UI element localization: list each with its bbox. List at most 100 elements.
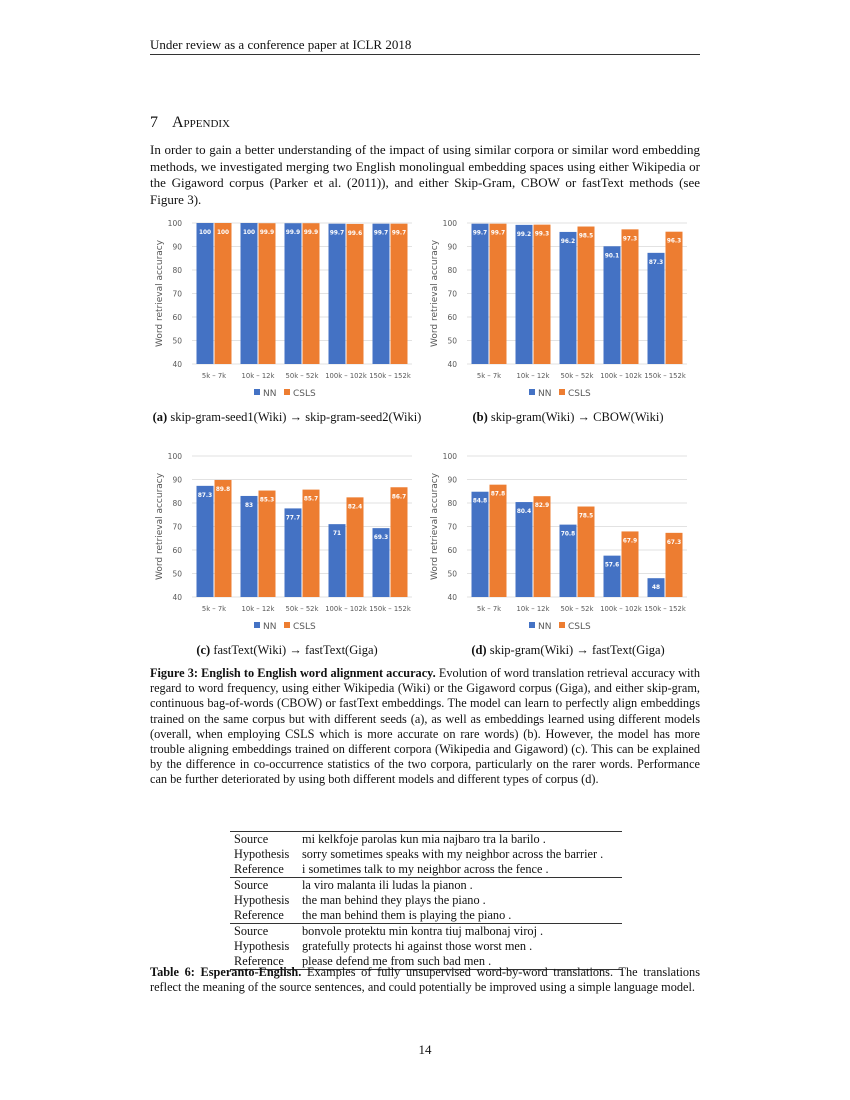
subcaption-d: (d) skip-gram(Wiki) → fastText(Giga) — [471, 643, 665, 657]
bar-nn — [471, 491, 489, 597]
data-label: 99.7 — [491, 231, 505, 237]
y-tick-label: 70 — [447, 523, 457, 532]
row-type-cell: Hypothesis — [234, 893, 290, 907]
bar-csls — [533, 496, 551, 597]
x-tick-label: 50k – 52k — [286, 605, 319, 613]
y-tick-label: 50 — [447, 570, 457, 579]
bar-nn — [372, 528, 390, 597]
chart-d: 40 50 60 70 80 90 100 Word retrieval accuracy 84… — [430, 452, 687, 632]
subcaption-c: (c) fastText(Wiki) → fastText(Giga) — [196, 643, 378, 657]
x-tick-label: 5k – 7k — [202, 605, 226, 613]
data-label: 99.2 — [517, 232, 531, 238]
row-type-cell: Reference — [234, 862, 284, 876]
bar-nn — [515, 502, 533, 597]
y-tick-label: 60 — [447, 313, 457, 322]
y-axis-label: Word retrieval accuracy — [430, 239, 440, 347]
y-tick-label: 100 — [168, 452, 183, 461]
bar-nn — [328, 524, 346, 597]
y-tick-label: 70 — [447, 290, 457, 299]
table-row: Source la viro malanta ili ludas la piano… — [230, 877, 622, 893]
table-caption: Table 6: Esperanto-English. Examples of … — [150, 965, 700, 995]
data-label: 100 — [243, 230, 255, 236]
sentence-cell: the man behind them is playing the piano… — [302, 908, 512, 922]
bar-nn — [471, 223, 489, 364]
row-type-cell: Source — [230, 877, 299, 893]
data-label: 57.6 — [605, 563, 619, 569]
section-title: Appendix — [172, 114, 231, 131]
x-tick-label: 5k – 7k — [202, 372, 226, 380]
table-row: Reference please defend me from such bad … — [230, 954, 622, 970]
x-tick-label: 100k – 102k — [600, 372, 642, 380]
subcaption-a: (a) skip-gram-seed1(Wiki) → skip-gram-se… — [152, 410, 422, 424]
legend-swatch-nn — [529, 389, 535, 395]
y-tick-label: 80 — [447, 266, 457, 275]
bar-nn — [603, 555, 621, 597]
intro-paragraph: In order to gain a better understanding … — [150, 142, 700, 207]
chart-c: 40 50 60 70 80 90 100 Word retrieval accuracy 87… — [155, 452, 412, 632]
sentence-cell: please defend me from such bad men . — [298, 954, 622, 970]
bar-csls — [346, 223, 364, 364]
y-tick-label: 100 — [443, 219, 458, 228]
y-tick-label: 50 — [172, 570, 182, 579]
bar-csls — [390, 223, 408, 364]
sentence-cell: the man behind they plays the piano . — [302, 893, 486, 907]
legend-label: CSLS — [293, 622, 316, 632]
x-tick-label: 10k – 12k — [242, 605, 275, 613]
bar-nn — [240, 495, 258, 597]
bar-csls — [346, 497, 364, 597]
data-label: 70.8 — [561, 532, 575, 538]
bar-nn — [196, 223, 214, 364]
sentence-cell: mi kelkfoje parolas kun mia najbaro tra … — [298, 831, 622, 847]
data-label: 99.7 — [330, 231, 344, 237]
y-tick-label: 80 — [172, 266, 182, 275]
bar-csls — [214, 223, 232, 364]
y-tick-label: 70 — [172, 290, 182, 299]
data-label: 99.7 — [392, 231, 406, 237]
data-label: 71 — [333, 531, 341, 537]
row-type-cell: Reference — [234, 908, 284, 922]
bar-csls — [665, 231, 683, 364]
data-label: 99.9 — [286, 230, 300, 236]
y-tick-label: 60 — [172, 313, 182, 322]
x-tick-label: 100k – 102k — [325, 372, 367, 380]
y-tick-label: 90 — [447, 243, 457, 252]
section-number: 7 — [150, 114, 158, 131]
data-label: 87.3 — [198, 493, 212, 499]
bar-csls — [665, 532, 683, 597]
data-label: 99.7 — [473, 231, 487, 237]
bar-csls — [302, 223, 320, 364]
bar-nn — [603, 246, 621, 364]
data-label: 90.1 — [605, 253, 619, 259]
sentence-cell: bonvole protektu min kontra tiuj malbona… — [298, 923, 622, 939]
table-row: Source bonvole protektu min kontra tiuj m… — [230, 923, 622, 939]
header-rule — [150, 54, 700, 55]
x-tick-label: 150k – 152k — [644, 372, 686, 380]
legend-swatch-csls — [559, 622, 565, 628]
bar-csls — [258, 490, 276, 597]
x-tick-label: 50k – 52k — [561, 605, 594, 613]
bar-nn — [284, 223, 302, 364]
table-row: Source mi kelkfoje parolas kun mia najbar… — [230, 831, 622, 847]
bar-csls — [577, 506, 595, 597]
figure-caption: Figure 3: English to English word alignm… — [150, 666, 700, 787]
bar-csls — [489, 223, 507, 364]
bar-nn — [647, 252, 665, 364]
y-tick-label: 50 — [447, 337, 457, 346]
y-tick-label: 90 — [447, 476, 457, 485]
y-tick-label: 100 — [443, 452, 458, 461]
y-tick-label: 40 — [447, 593, 457, 602]
bar-nn — [515, 224, 533, 364]
table-row: Hypothesis sorry sometimes speaks with my… — [230, 847, 622, 862]
data-label: 82.9 — [535, 503, 549, 509]
row-type-cell: Hypothesis — [234, 939, 290, 953]
bar-nn — [372, 223, 390, 364]
page-number: 14 — [418, 1042, 432, 1057]
data-label: 67.9 — [623, 538, 637, 544]
data-label: 67.3 — [667, 540, 681, 546]
data-label: 99.3 — [535, 232, 549, 238]
x-tick-label: 10k – 12k — [517, 372, 550, 380]
legend-swatch-csls — [284, 389, 290, 395]
legend-swatch-nn — [529, 622, 535, 628]
bar-nn — [196, 485, 214, 597]
subcaption-b: (b) skip-gram(Wiki) → CBOW(Wiki) — [472, 410, 664, 424]
